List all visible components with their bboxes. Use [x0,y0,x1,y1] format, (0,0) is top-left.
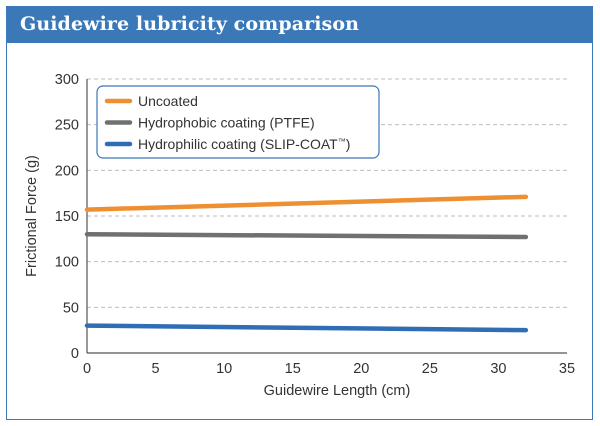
series-line-1 [84,194,529,212]
figure-frame: Guidewire lubricity comparison [6,6,593,420]
series-lines [84,194,529,333]
y-tick-label: 150 [55,209,79,225]
y-tick-label: 300 [55,72,79,88]
x-tick-label: 35 [559,361,575,377]
axes [86,79,567,354]
y-tick-label: 50 [63,300,79,316]
x-tick-label: 15 [285,361,301,377]
y-axis-label: Frictional Force (g) [24,155,40,277]
legend-label: Hydrophobic coating (PTFE) [138,115,315,131]
x-tick-label: 30 [490,361,506,377]
x-tick-label: 25 [422,361,438,377]
legend-label: Uncoated [138,93,198,109]
y-tick-label: 0 [71,346,79,362]
chart-title: Guidewire lubricity comparison [20,13,360,35]
series-line-2 [84,232,529,240]
y-tick-label: 100 [55,255,79,271]
series-line-3 [84,323,529,333]
x-axis-label: Guidewire Length (cm) [264,383,411,399]
x-tick-label: 0 [83,361,91,377]
legend-label: Hydrophilic coating (SLIP-COAT™) [138,136,350,152]
y-tick-labels: 0 50 100 150 200 250 300 [55,72,79,362]
y-tick-label: 250 [55,118,79,134]
y-tick-label: 200 [55,163,79,179]
x-tick-label: 20 [353,361,369,377]
legend-box [96,85,380,159]
x-tick-label: 10 [216,361,232,377]
x-tick-labels: 0 5 10 15 20 25 30 35 [83,361,575,377]
legend: Uncoated Hydrophobic coating (PTFE) Hydrop… [96,85,380,159]
x-tick-label: 5 [152,361,160,377]
title-banner: Guidewire lubricity comparison [7,7,592,43]
